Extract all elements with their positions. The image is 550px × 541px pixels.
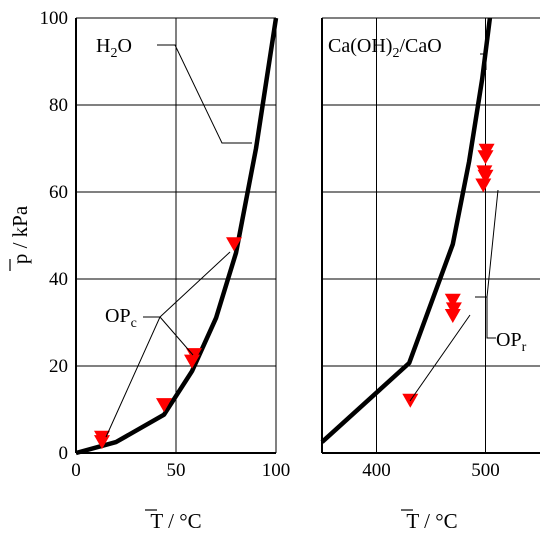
caoh2-curve xyxy=(320,17,493,444)
y-tick-label: 60 xyxy=(49,182,68,203)
data-point-marker xyxy=(156,398,172,413)
right-tick-labels: 400 500 xyxy=(362,460,500,481)
data-point-marker xyxy=(94,430,110,445)
opr-leader-line-3 xyxy=(486,189,499,298)
right-panel: 400 500 Ca(OH)2/CaO OPr xyxy=(320,17,540,481)
data-point-marker xyxy=(444,309,461,323)
h2o-curve xyxy=(75,17,279,456)
data-point-marker xyxy=(475,178,492,193)
curve-line xyxy=(75,17,279,456)
h2o-leader-line xyxy=(157,44,252,144)
y-axis-title: p / kPa xyxy=(8,205,32,271)
y-tick-label: 80 xyxy=(49,95,68,116)
x-tick-label: 0 xyxy=(71,460,81,481)
y-tick-label: 20 xyxy=(49,356,68,377)
opr-leader-line-1 xyxy=(475,296,496,339)
y-axis-label: p / kPa xyxy=(8,205,32,264)
h2o-label: H2O xyxy=(96,35,132,61)
y-tick-label: 100 xyxy=(40,8,69,29)
opc-markers xyxy=(94,237,242,450)
left-tick-labels: 0 50 100 0 20 40 60 80 100 xyxy=(40,8,291,481)
left-x-axis-label: T / °C xyxy=(150,509,201,533)
caoh2-leader-line xyxy=(480,53,487,70)
opc-leader-line-1 xyxy=(105,316,161,438)
right-x-axis-label: T / °C xyxy=(406,509,457,533)
data-point-marker xyxy=(444,293,461,308)
data-point-marker xyxy=(445,302,462,317)
x-tick-label: 100 xyxy=(262,460,291,481)
opc-leader-line-3 xyxy=(159,251,231,318)
data-point-marker xyxy=(226,237,242,252)
curve-line xyxy=(320,17,493,444)
right-grid xyxy=(322,17,540,453)
left-panel: 0 50 100 0 20 40 60 80 100 H2O OPc xyxy=(40,8,291,481)
x-tick-label: 50 xyxy=(167,460,186,481)
data-point-marker xyxy=(476,165,493,180)
x-tick-label: 500 xyxy=(471,460,500,481)
opc-leader-line-2 xyxy=(159,316,194,356)
opr-leader-line-2 xyxy=(409,314,471,402)
opc-label: OPc xyxy=(105,305,137,331)
opr-markers xyxy=(402,143,495,408)
opr-label: OPr xyxy=(496,329,527,355)
data-point-marker xyxy=(477,150,494,165)
y-tick-label: 40 xyxy=(49,269,68,290)
left-grid xyxy=(76,17,277,453)
data-point-marker xyxy=(478,143,495,158)
x-tick-label: 400 xyxy=(362,460,391,481)
y-tick-label: 0 xyxy=(59,443,69,464)
caoh2-label: Ca(OH)2/CaO xyxy=(328,35,442,61)
